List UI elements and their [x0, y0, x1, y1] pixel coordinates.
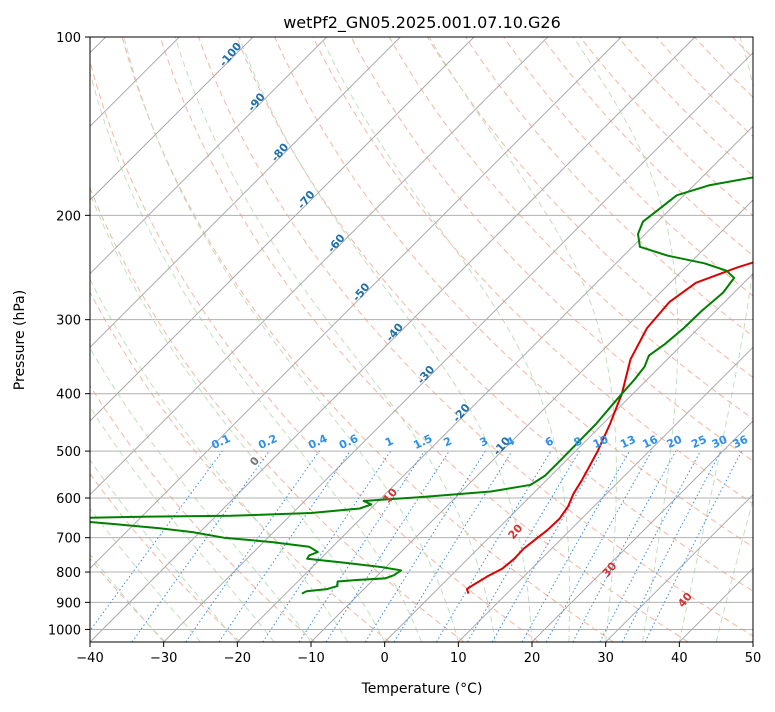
- y-tick-label: 900: [56, 596, 81, 611]
- x-tick-label: 30: [597, 651, 614, 666]
- y-tick-label: 800: [56, 566, 81, 581]
- chart-title: wetPf2_GN05.2025.001.07.10.G26: [283, 13, 561, 33]
- x-tick-label: −30: [150, 651, 177, 666]
- y-axis-label: Pressure (hPa): [12, 290, 28, 390]
- y-tick-label: 600: [56, 492, 81, 507]
- x-tick-label: 0: [381, 651, 389, 666]
- y-tick-label: 300: [56, 314, 81, 329]
- y-tick-label: 700: [56, 532, 81, 547]
- y-tick-label: 500: [56, 445, 81, 460]
- x-axis-label: Temperature (°C): [361, 681, 483, 697]
- x-tick-label: 20: [524, 651, 541, 666]
- x-tick-label: 40: [671, 651, 688, 666]
- y-tick-label: 100: [56, 31, 81, 46]
- x-tick-label: −20: [224, 651, 251, 666]
- y-tick-label: 400: [56, 388, 81, 403]
- x-tick-label: 10: [450, 651, 467, 666]
- x-tick-label: −40: [76, 651, 103, 666]
- x-tick-label: 50: [745, 651, 762, 666]
- x-tick-label: −10: [297, 651, 324, 666]
- y-tick-label: 1000: [48, 623, 81, 638]
- y-tick-label: 200: [56, 209, 81, 224]
